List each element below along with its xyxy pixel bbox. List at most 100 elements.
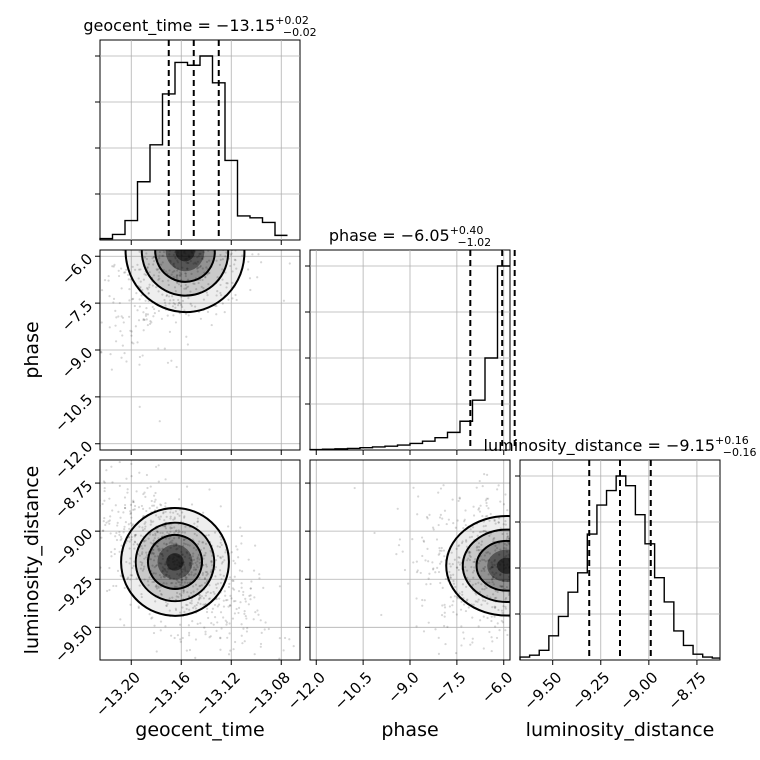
scatter-point [190,210,192,212]
scatter-point [491,566,495,569]
scatter-point [533,496,535,498]
scatter-point [207,259,211,262]
scatter-point [110,451,112,453]
scatter-point [190,247,192,249]
scatter-point [228,576,232,579]
scatter-point [286,661,288,663]
scatter-point [165,543,168,546]
scatter-point [198,199,200,201]
scatter-point [439,487,443,490]
scatter-point [427,560,430,563]
scatter-point [444,577,447,581]
scatter-point [553,497,555,499]
scatter-point [487,507,490,510]
scatter-point [178,301,181,304]
scatter-point [491,581,494,584]
scatter-point [485,504,488,507]
scatter-point [125,360,128,363]
contour-line [140,250,230,297]
scatter-point [124,271,127,274]
scatter-point [192,552,195,555]
scatter-point [210,554,214,557]
scatter-point [118,460,121,464]
scatter-point [165,573,168,576]
scatter-point [432,567,435,570]
scatter-point [560,525,562,527]
scatter-point [219,573,222,576]
scatter-point [171,271,174,274]
scatter-point [179,274,182,278]
scatter-point [449,574,452,577]
scatter-point [622,586,624,588]
scatter-point [505,596,508,600]
scatter-point [189,259,192,263]
scatter-point [263,226,265,228]
scatter-point [173,537,176,540]
scatter-point [215,180,217,182]
scatter-point [562,620,564,622]
scatter-point [507,537,510,540]
scatter-point [484,560,487,563]
scatter-point [164,573,168,576]
scatter-point [93,472,95,474]
scatter-point [538,584,540,586]
scatter-point [165,542,168,546]
scatter-point [206,607,209,610]
scatter-point [138,584,141,587]
scatter-point [169,526,172,529]
scatter-point [236,223,238,225]
scatter-point [130,330,133,333]
scatter-point [569,547,571,549]
scatter-point [172,264,176,268]
scatter-point [164,568,167,571]
scatter-point [530,565,532,567]
scatter-point [114,309,117,312]
scatter-point [543,596,545,598]
scatter-point [449,576,452,579]
scatter-point [546,574,548,576]
scatter-point [192,574,196,577]
scatter-point [206,571,209,574]
scatter-point [441,604,444,607]
scatter-point [149,519,152,522]
scatter-point [187,297,190,300]
scatter-point [545,572,547,574]
scatter-point [500,585,503,588]
scatter-point [242,188,244,190]
scatter-point [142,278,146,281]
scatter-point [156,545,159,548]
scatter-point [498,553,501,556]
scatter-point [225,286,228,289]
scatter-point [156,555,159,558]
scatter-point [94,552,96,554]
scatter-point [536,545,538,547]
scatter-point [431,526,435,529]
scatter-point [258,573,261,576]
scatter-point [449,565,452,568]
scatter-point [155,286,158,289]
scatter-point [123,503,127,507]
scatter-point [530,560,532,562]
scatter-point [547,556,549,558]
scatter-point [526,584,528,586]
scatter-point [183,531,187,534]
scatter-point [122,511,125,514]
scatter-point [466,576,469,579]
scatter-point [452,522,455,525]
scatter-point [461,593,464,596]
scatter-point [438,549,441,552]
scatter-point [221,148,223,150]
scatter-point [585,576,587,578]
scatter-point [108,295,111,298]
scatter-point [417,495,420,498]
scatter-point [499,584,502,588]
scatter-point [576,598,578,600]
scatter-point [491,577,494,580]
scatter-point [178,514,181,517]
scatter-point [142,567,145,570]
scatter-point [204,241,206,243]
scatter-point [168,537,171,540]
scatter-point [516,570,518,572]
scatter-point [474,582,477,586]
scatter-point [112,301,115,304]
